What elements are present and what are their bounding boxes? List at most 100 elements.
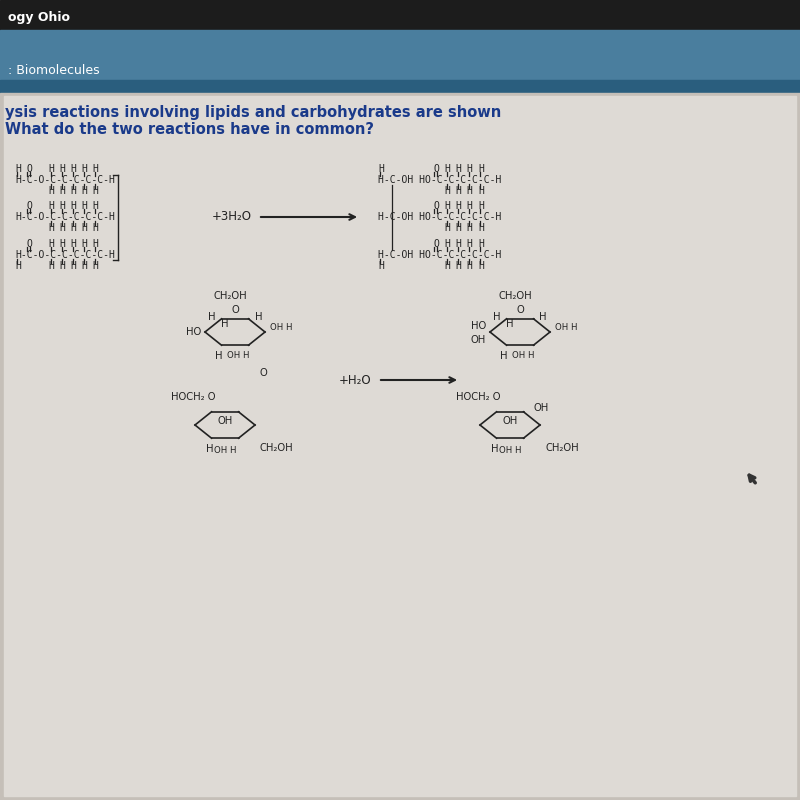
Text: H: H (478, 186, 484, 196)
Text: H: H (467, 186, 473, 196)
Text: H: H (445, 164, 450, 174)
Text: H: H (539, 312, 547, 322)
Bar (0, 93, 800, 800)
Text: : Biomolecules: : Biomolecules (8, 63, 100, 77)
Text: H: H (456, 261, 462, 271)
Text: H: H (93, 261, 98, 271)
Text: H: H (222, 319, 229, 329)
Text: CH₂OH: CH₂OH (260, 443, 294, 453)
Text: H: H (70, 186, 76, 196)
Text: H-C-O-C-C-C-C-C-H: H-C-O-C-C-C-C-C-H (15, 250, 115, 260)
Text: H: H (15, 164, 21, 174)
Text: H: H (93, 186, 98, 196)
Text: OH H: OH H (555, 323, 578, 333)
Bar (0, 80, 800, 94)
Text: H: H (59, 164, 66, 174)
Text: H: H (70, 239, 76, 249)
Text: CH₂OH: CH₂OH (214, 291, 247, 301)
Text: OH H: OH H (512, 351, 534, 360)
Text: H: H (93, 223, 98, 233)
Text: H: H (59, 239, 66, 249)
Text: ogy Ohio: ogy Ohio (8, 11, 70, 25)
Text: H: H (59, 186, 66, 196)
Text: H: H (445, 223, 450, 233)
Text: H: H (15, 261, 21, 271)
Text: H: H (82, 164, 87, 174)
Text: H: H (208, 312, 215, 322)
Text: H: H (467, 201, 473, 211)
Text: H: H (82, 186, 87, 196)
Text: HOCH₂ O: HOCH₂ O (170, 392, 215, 402)
Text: H: H (70, 223, 76, 233)
Text: O: O (516, 305, 524, 314)
Text: H: H (48, 201, 54, 211)
Bar (4, 96, 796, 796)
Text: H: H (254, 312, 262, 322)
Text: H: H (467, 164, 473, 174)
Text: H-C-OH HO-C-C-C-C-C-H: H-C-OH HO-C-C-C-C-C-H (378, 175, 502, 185)
Text: H: H (378, 164, 384, 174)
Text: +3H₂O: +3H₂O (212, 210, 252, 223)
Text: H: H (378, 261, 384, 271)
Text: O: O (259, 369, 267, 378)
Text: H: H (478, 164, 484, 174)
Text: H: H (93, 201, 98, 211)
Text: H: H (456, 164, 462, 174)
Text: HO: HO (470, 321, 486, 331)
Text: O: O (231, 305, 239, 314)
Text: O: O (434, 164, 439, 174)
Text: H: H (70, 201, 76, 211)
Bar (0, 0, 800, 32)
Text: OH H: OH H (226, 351, 250, 360)
Text: H: H (478, 201, 484, 211)
Text: OH H: OH H (214, 446, 236, 455)
Text: H: H (478, 239, 484, 249)
Text: H-C-OH HO-C-C-C-C-C-H: H-C-OH HO-C-C-C-C-C-H (378, 212, 502, 222)
Text: CH₂OH: CH₂OH (545, 443, 578, 453)
Text: H: H (445, 261, 450, 271)
Text: O: O (26, 164, 32, 174)
Text: H: H (70, 261, 76, 271)
Text: H: H (48, 164, 54, 174)
Text: H: H (456, 201, 462, 211)
Text: OH: OH (470, 335, 486, 345)
Text: H: H (59, 201, 66, 211)
Text: HO: HO (186, 327, 201, 337)
Text: H: H (59, 261, 66, 271)
Text: H: H (48, 261, 54, 271)
Text: H: H (82, 201, 87, 211)
Text: H: H (445, 201, 450, 211)
Text: O: O (434, 239, 439, 249)
Text: H: H (467, 223, 473, 233)
Text: OH: OH (534, 403, 549, 413)
Text: O: O (26, 201, 32, 211)
Text: H: H (48, 239, 54, 249)
Text: H-C-O-C-C-C-C-C-H: H-C-O-C-C-C-C-C-H (15, 175, 115, 185)
Text: H: H (70, 164, 76, 174)
Text: H: H (82, 239, 87, 249)
Text: HOCH₂ O: HOCH₂ O (456, 392, 500, 402)
Text: What do the two reactions have in common?: What do the two reactions have in common… (5, 122, 374, 138)
Text: H: H (500, 351, 507, 362)
Text: H: H (506, 319, 514, 329)
Text: H: H (48, 223, 54, 233)
Text: OH: OH (502, 416, 518, 426)
Bar (0, 30, 800, 82)
Text: H: H (82, 261, 87, 271)
Text: H: H (456, 186, 462, 196)
Text: H: H (456, 223, 462, 233)
Text: OH: OH (218, 416, 233, 426)
Text: O: O (434, 201, 439, 211)
Text: +H₂O: +H₂O (338, 374, 371, 386)
Text: H: H (206, 444, 214, 454)
Text: H: H (93, 239, 98, 249)
Text: H: H (456, 239, 462, 249)
Text: CH₂OH: CH₂OH (498, 291, 532, 301)
Text: H: H (493, 312, 501, 322)
Text: H-C-O-C-C-C-C-C-H: H-C-O-C-C-C-C-C-H (15, 212, 115, 222)
Text: H: H (467, 239, 473, 249)
Text: ysis reactions involving lipids and carbohydrates are shown: ysis reactions involving lipids and carb… (5, 105, 502, 119)
Text: H: H (445, 239, 450, 249)
Text: H: H (214, 351, 222, 362)
Text: H: H (82, 223, 87, 233)
